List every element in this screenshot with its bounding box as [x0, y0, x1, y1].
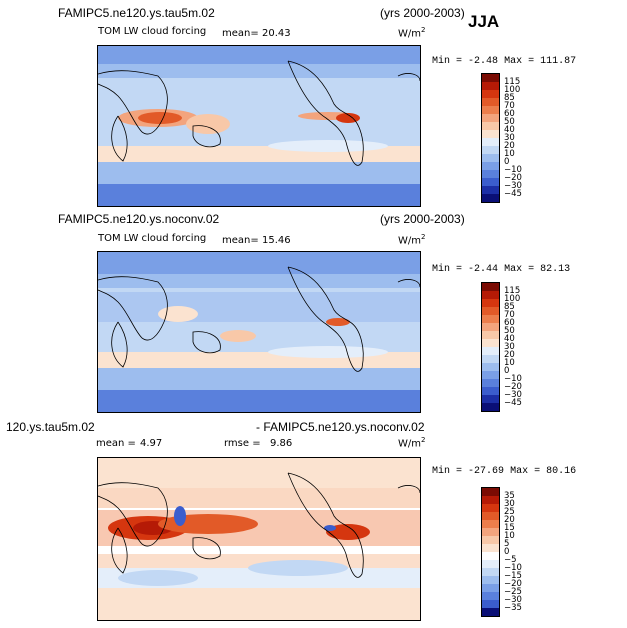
panel1-cbar-label: −45: [504, 189, 522, 199]
panel2-cbar-label: 60: [504, 318, 515, 328]
panel2-min-max: Min = -2.44 Max = 82.13: [432, 264, 571, 275]
panel1-cbar-label: 50: [504, 117, 515, 127]
panel1-years: (yrs 2000-2003): [380, 6, 465, 20]
panel3-min-max: Min = -27.69 Max = 80.16: [432, 466, 577, 477]
panel1-case-title: FAMIPC5.ne120.ys.tau5m.02: [58, 6, 215, 20]
panel1-cbar-label: 70: [504, 101, 515, 111]
panel1-colorbar: [481, 73, 500, 203]
panel3-cbar-label: 20: [504, 515, 515, 525]
panel2-cbar-label: −10: [504, 374, 522, 384]
panel3-rmse-label: rmse =: [224, 438, 261, 449]
panel1-cbar-label: 100: [504, 85, 521, 95]
panel3-map: [97, 457, 421, 621]
panel3-cbar-label: −15: [504, 571, 522, 581]
panel3-cbar-label: −35: [504, 603, 522, 613]
panel2-cbar-label: −45: [504, 398, 522, 408]
panel3-cbar-label: 25: [504, 507, 515, 517]
panel3-cbar-label: −5: [504, 555, 517, 565]
panel3-cbar-label: 10: [504, 531, 515, 541]
panel2-map-svg: [98, 252, 420, 412]
panel3-units: W/m2: [398, 436, 426, 450]
panel1-cbar-label: −30: [504, 181, 522, 191]
panel3-mean-label: mean =: [96, 438, 136, 449]
panel3-colorbar: [481, 487, 500, 617]
panel2-units: W/m2: [398, 233, 426, 247]
panel2-mean-label: mean=: [222, 235, 259, 246]
panel3-case-right: - FAMIPC5.ne120.ys.noconv.02: [256, 420, 425, 434]
panel1-mean-value: 20.43: [262, 28, 291, 39]
panel2-cbar-label: 10: [504, 358, 515, 368]
panel3-cbar-label: −30: [504, 595, 522, 605]
panel2-cbar-label: 115: [504, 286, 521, 296]
panel1-cbar-label: 115: [504, 77, 521, 87]
panel2-cbar-label: −20: [504, 382, 522, 392]
panel2-map: [97, 251, 421, 413]
panel2-cbar-label: 30: [504, 342, 515, 352]
panel3-cbar-label: 0: [504, 547, 510, 557]
panel3-case-left: 120.ys.tau5m.02: [6, 420, 95, 434]
panel3-cbar-label: −10: [504, 563, 522, 573]
panel2-cbar-label: 0: [504, 366, 510, 376]
season-label: JJA: [468, 12, 500, 31]
panel3-cbar-label: −20: [504, 579, 522, 589]
panel1-variable: TOM LW cloud forcing: [98, 26, 207, 37]
panel1-cbar-label: 0: [504, 157, 510, 167]
panel1-cbar-label: −10: [504, 165, 522, 175]
panel1-cbar-label: 40: [504, 125, 515, 135]
panel2-variable: TOM LW cloud forcing: [98, 233, 207, 244]
panel1-map-svg: [98, 46, 420, 206]
panel1-cbar-label: 30: [504, 133, 515, 143]
panel3-cbar-label: 5: [504, 539, 510, 549]
panel1-min-max: Min = -2.48 Max = 111.87: [432, 56, 577, 67]
panel1-cbar-label: 60: [504, 109, 515, 119]
panel1-cbar-label: 20: [504, 141, 515, 151]
panel3-mean-value: 4.97: [140, 438, 163, 449]
panel2-mean-value: 15.46: [262, 235, 291, 246]
panel2-colorbar: [481, 282, 500, 412]
panel3-map-svg: [98, 458, 420, 620]
panel1-units: W/m2: [398, 26, 426, 40]
panel2-cbar-label: −30: [504, 390, 522, 400]
panel2-cbar-label: 85: [504, 302, 515, 312]
panel3-cbar-label: −25: [504, 587, 522, 597]
panel1-cbar-label: −20: [504, 173, 522, 183]
panel2-case-title: FAMIPC5.ne120.ys.noconv.02: [58, 212, 220, 226]
panel1-map: [97, 45, 421, 207]
panel2-cbar-label: 100: [504, 294, 521, 304]
panel2-cbar-label: 70: [504, 310, 515, 320]
panel1-mean-label: mean=: [222, 28, 259, 39]
panel3-cbar-label: 15: [504, 523, 515, 533]
panel3-cbar-label: 30: [504, 499, 515, 509]
panel2-cbar-label: 50: [504, 326, 515, 336]
panel2-cbar-label: 40: [504, 334, 515, 344]
panel2-cbar-label: 20: [504, 350, 515, 360]
panel3-rmse-value: 9.86: [270, 438, 293, 449]
panel1-cbar-label: 10: [504, 149, 515, 159]
panel2-years: (yrs 2000-2003): [380, 212, 465, 226]
panel1-cbar-label: 85: [504, 93, 515, 103]
panel3-cbar-label: 35: [504, 491, 515, 501]
